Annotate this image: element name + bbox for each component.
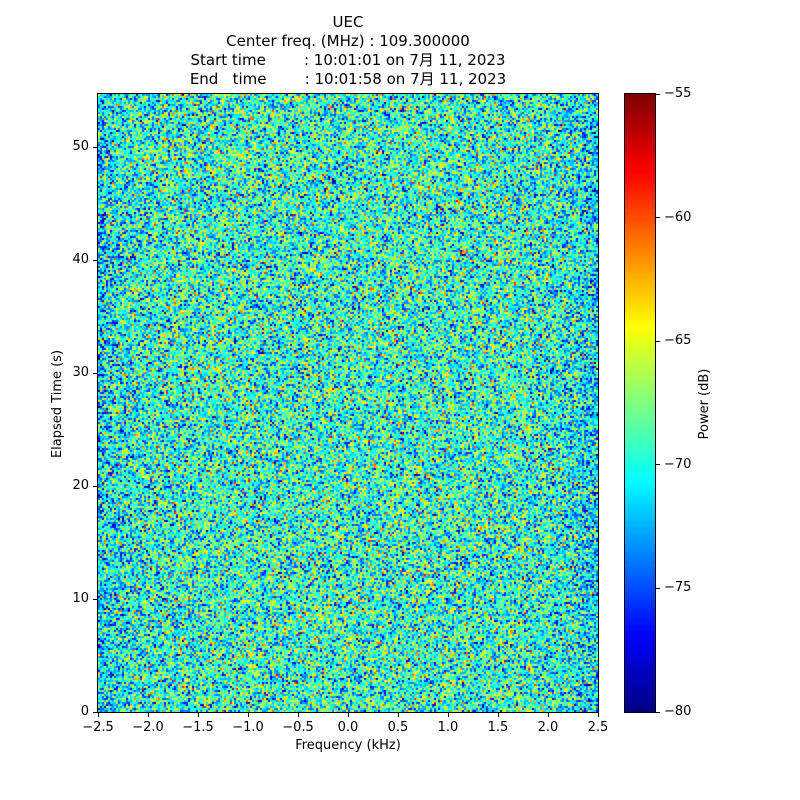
x-tick-label: 1.0 xyxy=(437,720,459,735)
x-axis-label: Frequency (kHz) xyxy=(295,738,401,753)
subtitle-end-time: End time : 10:01:58 on 7月 11, 2023 xyxy=(189,70,507,88)
colorbar-tick-label: −70 xyxy=(664,456,692,472)
colorbar-tick-label: −55 xyxy=(664,86,692,101)
colorbar-tick-mark xyxy=(656,340,660,342)
y-tick-label: 0 xyxy=(80,704,89,719)
colorbar-tick-mark xyxy=(656,93,660,95)
x-tick-mark xyxy=(147,713,149,717)
x-tick-mark xyxy=(397,713,399,717)
y-tick-label: 10 xyxy=(72,591,89,607)
y-axis-label: Elapsed Time (s) xyxy=(50,349,65,459)
y-tick-mark xyxy=(93,598,97,600)
x-tick-mark xyxy=(97,713,99,717)
y-tick-mark xyxy=(93,259,97,261)
colorbar xyxy=(624,93,656,713)
colorbar-tick-mark xyxy=(656,587,660,589)
y-tick-mark xyxy=(93,146,97,148)
x-tick-mark xyxy=(597,713,599,717)
x-tick-label: 0.5 xyxy=(387,720,409,735)
x-tick-label: −1.0 xyxy=(232,720,264,735)
x-tick-label: −2.0 xyxy=(132,720,164,735)
colorbar-gradient-canvas xyxy=(625,94,655,712)
spectrogram-heatmap-canvas xyxy=(98,94,598,712)
x-tick-mark xyxy=(497,713,499,717)
colorbar-tick-label: −80 xyxy=(664,704,692,719)
y-tick-mark xyxy=(93,711,97,713)
x-tick-mark xyxy=(347,713,349,717)
x-tick-label: −1.5 xyxy=(182,720,214,735)
y-tick-mark xyxy=(93,372,97,374)
colorbar-tick-mark xyxy=(656,464,660,466)
y-tick-label: 20 xyxy=(72,478,89,494)
colorbar-tick-label: −75 xyxy=(664,580,692,596)
y-tick-label: 30 xyxy=(72,365,89,381)
x-tick-mark xyxy=(447,713,449,717)
x-tick-label: 1.5 xyxy=(487,720,509,735)
x-tick-mark xyxy=(197,713,199,717)
x-tick-mark xyxy=(297,713,299,717)
x-tick-label: 2.0 xyxy=(537,720,559,735)
y-tick-mark xyxy=(93,485,97,487)
colorbar-tick-label: −60 xyxy=(664,209,692,225)
plot-title: UEC xyxy=(332,13,364,31)
x-tick-label: −0.5 xyxy=(282,720,314,735)
x-tick-mark xyxy=(547,713,549,717)
colorbar-tick-mark xyxy=(656,711,660,713)
x-tick-label: −2.5 xyxy=(82,720,114,735)
x-tick-label: 2.5 xyxy=(587,720,609,735)
colorbar-tick-mark xyxy=(656,217,660,219)
chart-header: UEC Center freq. (MHz) : 109.300000 Star… xyxy=(98,13,598,89)
x-tick-label: 0.0 xyxy=(337,720,359,735)
y-tick-label: 50 xyxy=(72,139,89,155)
colorbar-tick-label: −65 xyxy=(664,333,692,349)
plot-area xyxy=(97,93,599,713)
subtitle-start-time: Start time : 10:01:01 on 7月 11, 2023 xyxy=(190,51,506,69)
subtitle-center-freq: Center freq. (MHz) : 109.300000 xyxy=(226,32,470,50)
x-tick-mark xyxy=(247,713,249,717)
y-tick-label: 40 xyxy=(72,252,89,268)
